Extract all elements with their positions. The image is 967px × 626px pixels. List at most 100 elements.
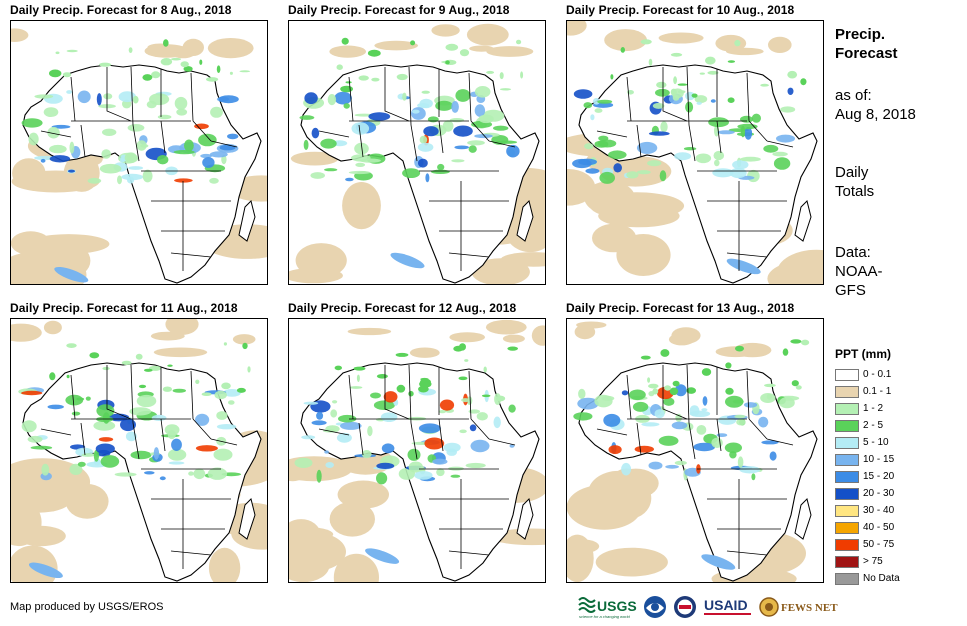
precip-cell <box>202 157 215 168</box>
precip-cell <box>449 118 465 123</box>
precip-cell <box>193 468 206 480</box>
precip-cell <box>149 93 170 106</box>
precip-cell <box>207 467 228 480</box>
country-border <box>636 124 642 158</box>
light-precip-area <box>11 498 42 547</box>
precip-cell <box>303 139 309 150</box>
precip-cell <box>438 410 447 414</box>
precip-cell <box>613 163 622 173</box>
precip-cell <box>76 397 85 401</box>
precip-cell <box>49 372 56 381</box>
country-border <box>468 370 472 420</box>
precip-cell <box>714 159 720 167</box>
precip-cell <box>129 407 152 416</box>
precip-cell <box>345 177 354 182</box>
country-border <box>170 550 212 556</box>
light-precip-area <box>715 346 756 358</box>
light-precip-area <box>207 38 254 59</box>
precip-cell <box>376 472 388 485</box>
precip-cell <box>121 360 132 365</box>
precip-cell <box>734 414 746 419</box>
precip-cell <box>695 153 712 164</box>
country-border <box>40 428 72 436</box>
light-precip-area <box>715 34 747 52</box>
precip-cell <box>734 39 741 47</box>
precip-cell <box>199 59 203 65</box>
country-border <box>192 418 212 440</box>
precip-cell <box>49 69 62 78</box>
precip-cell <box>629 389 646 401</box>
light-precip-area <box>11 323 42 342</box>
precip-cell <box>209 177 219 184</box>
precip-cell <box>101 149 111 159</box>
light-precip-area <box>466 23 509 46</box>
light-precip-area <box>486 46 534 57</box>
precip-cell <box>47 404 64 410</box>
precip-cell <box>787 70 798 79</box>
precip-cell <box>654 409 665 419</box>
precip-cell <box>474 86 491 98</box>
country-border <box>130 364 134 424</box>
precip-cell <box>648 58 653 66</box>
precip-cell <box>93 420 116 431</box>
precip-cell <box>465 462 486 469</box>
light-precip-area <box>208 547 241 582</box>
precip-cell <box>336 432 352 443</box>
precip-cell <box>120 158 125 163</box>
precip-cell <box>87 177 102 184</box>
precip-cell <box>93 449 99 462</box>
precip-cell <box>151 414 167 421</box>
light-precip-area <box>567 21 587 36</box>
precip-cell <box>167 429 176 440</box>
precip-cell <box>761 440 779 445</box>
precip-cell <box>573 412 593 421</box>
precip-cell <box>776 134 795 143</box>
precip-cell <box>468 145 477 153</box>
light-precip-area <box>409 347 440 358</box>
country-border <box>410 124 418 162</box>
precip-cell <box>621 390 629 396</box>
legend-item: 5 - 10 <box>835 434 900 451</box>
precip-cell <box>420 378 431 385</box>
precip-cell <box>195 379 200 384</box>
precip-cell <box>701 408 708 412</box>
precip-cell <box>66 343 77 348</box>
data-source: Data: NOAA- GFS <box>835 244 883 299</box>
precip-cell <box>693 442 716 452</box>
light-precip-area <box>290 151 339 166</box>
precip-cell <box>66 90 73 94</box>
precip-cell <box>640 355 651 360</box>
precip-cell <box>194 123 209 130</box>
country-border <box>470 418 490 440</box>
precip-cell <box>640 39 652 45</box>
precip-cell <box>724 442 742 454</box>
precip-cell <box>174 178 193 183</box>
country-border <box>408 364 412 424</box>
precip-cell <box>685 91 695 101</box>
precip-cell <box>599 171 615 184</box>
precip-cell <box>507 346 518 351</box>
country-border <box>130 66 134 126</box>
precip-cell <box>729 451 737 459</box>
precip-cell <box>418 423 441 434</box>
precip-cell <box>325 462 334 468</box>
precip-cell <box>592 98 600 105</box>
madagascar-outline <box>238 200 256 242</box>
precip-cell <box>355 162 366 167</box>
precip-cell <box>658 435 679 446</box>
legend-item: No Data <box>835 570 900 587</box>
precip-cell <box>381 443 395 454</box>
precip-cell <box>437 163 445 171</box>
country-border <box>358 124 364 158</box>
precip-cell <box>227 133 239 140</box>
precip-cell <box>218 95 239 104</box>
precip-cell <box>458 376 468 381</box>
legend-label: 20 - 30 <box>863 488 895 499</box>
precip-cell <box>414 471 433 480</box>
precip-cell <box>301 435 316 440</box>
country-border <box>686 66 690 126</box>
panel-title: Daily Precip. Forecast for 13 Aug., 2018 <box>566 301 795 315</box>
country-border <box>192 120 212 142</box>
precip-cell <box>341 37 349 45</box>
precip-cell <box>594 108 603 113</box>
